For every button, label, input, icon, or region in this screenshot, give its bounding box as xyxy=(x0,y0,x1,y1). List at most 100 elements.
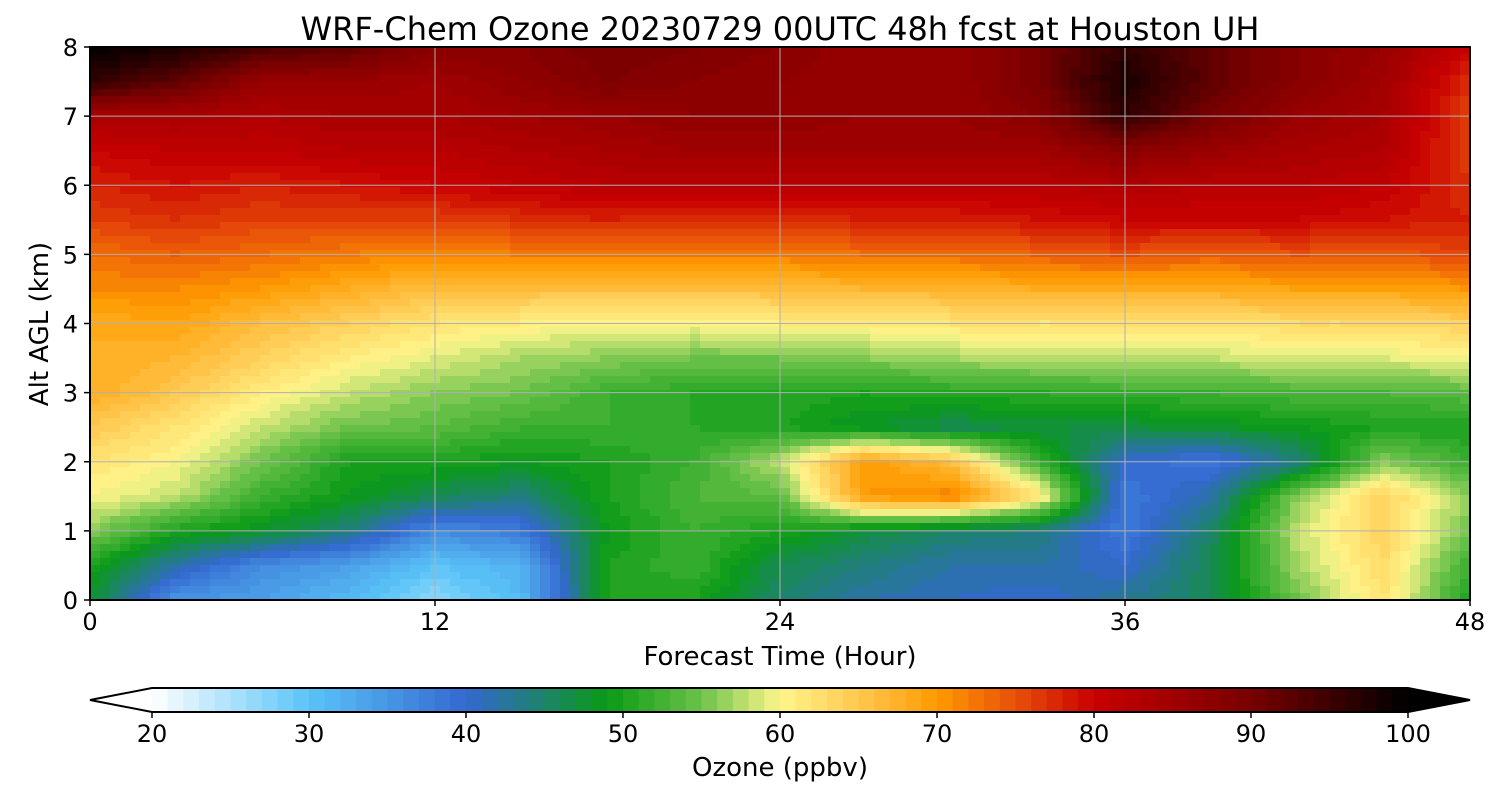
heatmap-cell xyxy=(1360,131,1371,139)
heatmap-cell xyxy=(940,145,951,153)
heatmap-cell xyxy=(630,89,641,97)
heatmap-cell xyxy=(1290,215,1301,223)
heatmap-cell xyxy=(530,75,541,83)
heatmap-cell xyxy=(150,222,161,230)
heatmap-cell xyxy=(780,54,791,62)
heatmap-cell xyxy=(1440,110,1451,118)
heatmap-cell xyxy=(350,117,361,125)
heatmap-cell xyxy=(270,292,281,300)
heatmap-cell xyxy=(1100,243,1111,251)
heatmap-cell xyxy=(1270,229,1281,237)
heatmap-cell xyxy=(770,236,781,244)
heatmap-cell xyxy=(1280,138,1291,146)
heatmap-cell xyxy=(490,82,501,90)
heatmap-cell xyxy=(140,264,151,272)
heatmap-cell xyxy=(240,110,251,118)
heatmap-cell xyxy=(130,236,141,244)
heatmap-cell xyxy=(880,96,891,104)
heatmap-cell xyxy=(1180,96,1191,104)
heatmap-cell xyxy=(270,208,281,216)
heatmap-cell xyxy=(760,166,771,174)
heatmap-cell xyxy=(190,271,201,279)
heatmap-cell xyxy=(670,103,681,111)
heatmap-cell xyxy=(1060,103,1071,111)
heatmap-cell xyxy=(1210,180,1221,188)
heatmap-cell xyxy=(850,201,861,209)
heatmap-cell xyxy=(1310,278,1321,286)
heatmap-cell xyxy=(1380,208,1391,216)
heatmap-cell xyxy=(490,54,501,62)
heatmap-cell xyxy=(1240,96,1251,104)
heatmap-cell xyxy=(130,292,141,300)
heatmap-cell xyxy=(1370,75,1381,83)
heatmap-cell xyxy=(170,138,181,146)
heatmap-cell xyxy=(1360,138,1371,146)
heatmap-cell xyxy=(840,89,851,97)
heatmap-cell xyxy=(1300,292,1311,300)
heatmap-cell xyxy=(710,250,721,258)
heatmap-cell xyxy=(1330,278,1341,286)
heatmap-cell xyxy=(1030,292,1041,300)
heatmap-cell xyxy=(670,264,681,272)
heatmap-cell xyxy=(390,110,401,118)
heatmap-cell xyxy=(740,124,751,132)
heatmap-cell xyxy=(1220,82,1231,90)
heatmap-cell xyxy=(260,243,271,251)
heatmap-cell xyxy=(280,159,291,167)
heatmap-cell xyxy=(1390,180,1401,188)
heatmap-cell xyxy=(1160,96,1171,104)
heatmap-cell xyxy=(490,138,501,146)
heatmap-cell xyxy=(560,215,571,223)
heatmap-cell xyxy=(990,215,1001,223)
heatmap-cell xyxy=(400,187,411,195)
heatmap-cell xyxy=(1000,145,1011,153)
heatmap-cell xyxy=(1050,187,1061,195)
heatmap-cell xyxy=(250,54,261,62)
heatmap-cell xyxy=(440,82,451,90)
heatmap-cell xyxy=(740,89,751,97)
heatmap-cell xyxy=(480,110,491,118)
heatmap-cell xyxy=(670,215,681,223)
heatmap-cell xyxy=(930,117,941,125)
heatmap-cell xyxy=(1250,236,1261,244)
heatmap-cell xyxy=(310,124,321,132)
heatmap-cell xyxy=(150,54,161,62)
heatmap-cell xyxy=(1160,152,1171,160)
heatmap-cell xyxy=(1340,124,1351,132)
heatmap-cell xyxy=(1280,159,1291,167)
heatmap-cell xyxy=(1220,89,1231,97)
heatmap-cell xyxy=(830,61,841,69)
heatmap-cell xyxy=(190,75,201,83)
heatmap-cell xyxy=(110,82,121,90)
heatmap-cell xyxy=(130,285,141,293)
heatmap-cell xyxy=(710,236,721,244)
heatmap-cell xyxy=(1070,222,1081,230)
heatmap-cell xyxy=(390,229,401,237)
heatmap-cell xyxy=(300,96,311,104)
heatmap-cell xyxy=(1240,194,1251,202)
heatmap-cell xyxy=(470,75,481,83)
heatmap-cell xyxy=(1070,138,1081,146)
heatmap-cell xyxy=(190,173,201,181)
heatmap-cell xyxy=(100,215,111,223)
heatmap-cell xyxy=(100,236,111,244)
heatmap-cell xyxy=(1450,180,1461,188)
heatmap-cell xyxy=(1330,131,1341,139)
heatmap-cell xyxy=(530,201,541,209)
heatmap-cell xyxy=(400,271,411,279)
heatmap-cell xyxy=(860,215,871,223)
heatmap-cell xyxy=(160,173,171,181)
heatmap-cell xyxy=(1090,117,1101,125)
heatmap-cell xyxy=(310,75,321,83)
heatmap-cell xyxy=(1000,82,1011,90)
heatmap-cell xyxy=(830,96,841,104)
heatmap-cell xyxy=(1150,278,1161,286)
heatmap-cell xyxy=(730,110,741,118)
heatmap-cell xyxy=(220,89,231,97)
heatmap-cell xyxy=(1450,117,1461,125)
heatmap-cell xyxy=(750,68,761,76)
heatmap-cell xyxy=(220,103,231,111)
heatmap-cell xyxy=(530,208,541,216)
heatmap-cell xyxy=(480,180,491,188)
heatmap-cell xyxy=(1420,131,1431,139)
